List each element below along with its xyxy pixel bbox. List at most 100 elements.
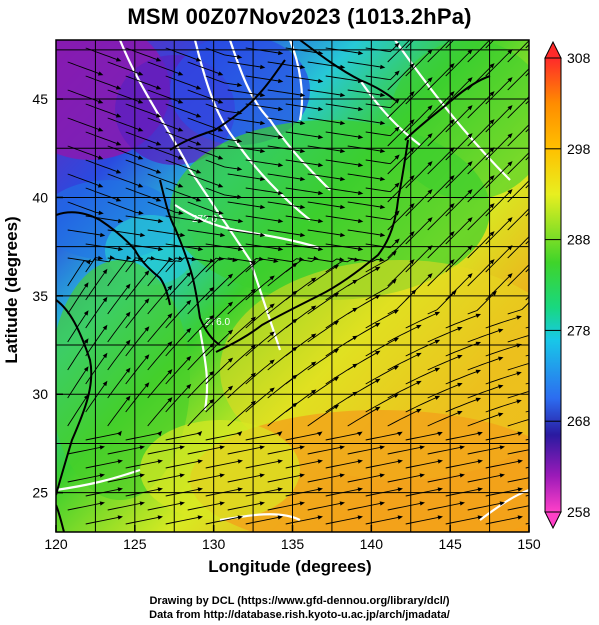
streamline-arrow	[144, 298, 150, 304]
streamline	[107, 397, 129, 427]
streamline-arrow	[339, 257, 345, 262]
streamline	[485, 316, 520, 329]
streamline	[285, 460, 321, 469]
contour-line	[219, 513, 301, 522]
streamline-arrow	[155, 57, 162, 62]
streamline	[187, 201, 221, 214]
streamline	[165, 103, 199, 117]
streamline-arrow	[209, 370, 215, 376]
streamline-arrow	[117, 430, 122, 437]
streamline	[445, 398, 479, 413]
streamline-arrow	[259, 501, 265, 506]
streamline-arrow	[237, 459, 243, 464]
streamline	[325, 364, 356, 385]
streamline	[267, 446, 303, 455]
streamline-arrow	[467, 133, 473, 139]
streamline-arrow	[115, 113, 122, 118]
streamline-arrow	[529, 119, 534, 124]
streamline-arrow	[517, 515, 523, 520]
streamline	[325, 280, 356, 301]
streamline	[227, 446, 263, 455]
streamline-arrow	[167, 397, 173, 403]
streamline-arrow	[260, 232, 266, 238]
streamline-arrow	[117, 487, 123, 492]
streamline-arrow	[278, 78, 284, 84]
streamline	[307, 502, 343, 511]
streamline	[445, 432, 481, 441]
streamline-arrow	[540, 445, 545, 449]
streamline-arrow	[179, 501, 185, 506]
streamline-arrow	[310, 361, 317, 367]
contour-line	[118, 40, 282, 351]
map-title: MSM 00Z07Nov2023 (1013.2hPa)	[127, 4, 472, 29]
streamline-arrow	[99, 501, 105, 506]
streamline	[467, 357, 501, 371]
streamline-arrow	[449, 91, 455, 97]
streamline-arrow	[459, 473, 465, 478]
streamline-arrow	[269, 275, 275, 281]
streamline-arrow	[195, 197, 202, 202]
streamline	[147, 117, 181, 131]
streamline-arrow	[449, 63, 455, 69]
streamline	[125, 131, 159, 145]
y-tick-label: 40	[32, 189, 48, 205]
streamline	[387, 502, 423, 511]
contour-line	[174, 204, 321, 250]
streamline	[125, 159, 159, 173]
streamline	[485, 516, 521, 525]
streamline-arrow	[427, 49, 433, 55]
streamline-arrow	[489, 203, 495, 209]
streamline	[347, 502, 383, 511]
streamline-arrow	[434, 367, 441, 372]
streamline	[467, 385, 501, 399]
streamline	[205, 215, 241, 222]
streamline-arrow	[179, 445, 185, 450]
colorbar-tick-label: 268	[567, 413, 591, 429]
streamline-arrow	[339, 473, 345, 478]
streamline-arrow	[209, 398, 215, 404]
streamline-arrow	[409, 259, 415, 265]
streamline	[427, 64, 453, 91]
streamline-arrow	[102, 352, 108, 359]
streamline	[227, 89, 263, 96]
streamline-arrow	[457, 354, 463, 359]
streamline-arrow	[499, 445, 505, 450]
streamline-arrow	[467, 77, 473, 83]
streamline-arrow	[539, 358, 544, 362]
streamline	[165, 385, 190, 413]
streamline	[387, 353, 420, 371]
streamline	[307, 173, 343, 180]
contour-line	[359, 79, 421, 146]
streamline-arrow	[354, 257, 360, 262]
streamline	[205, 460, 241, 469]
streamline-arrow	[155, 113, 162, 118]
streamline	[147, 474, 183, 483]
streamline	[387, 474, 423, 483]
streamline	[387, 204, 413, 231]
streamline-arrow	[299, 473, 305, 478]
streamline	[187, 446, 223, 455]
colorbar-tick-label: 308	[567, 50, 591, 66]
streamline	[147, 201, 181, 214]
streamline-arrow	[516, 399, 522, 404]
streamline-arrow	[299, 445, 305, 450]
streamline-arrow	[547, 21, 552, 26]
streamline-arrow	[217, 127, 224, 132]
streamline	[227, 346, 254, 371]
streamline-arrow	[83, 366, 89, 372]
streamline-arrow	[380, 148, 386, 154]
streamline	[147, 259, 171, 287]
streamline-arrow	[409, 203, 415, 209]
streamline	[205, 103, 240, 114]
streamline-arrow	[449, 259, 455, 265]
streamline	[485, 432, 521, 441]
streamline	[405, 162, 431, 189]
streamline-arrow	[97, 127, 104, 132]
streamline-arrow	[115, 57, 122, 62]
streamline	[187, 117, 221, 131]
streamline-arrow	[102, 324, 108, 331]
streamline-arrow	[292, 262, 298, 268]
streamline	[427, 474, 463, 483]
streamline	[267, 320, 296, 343]
streamline-arrow	[137, 183, 144, 188]
